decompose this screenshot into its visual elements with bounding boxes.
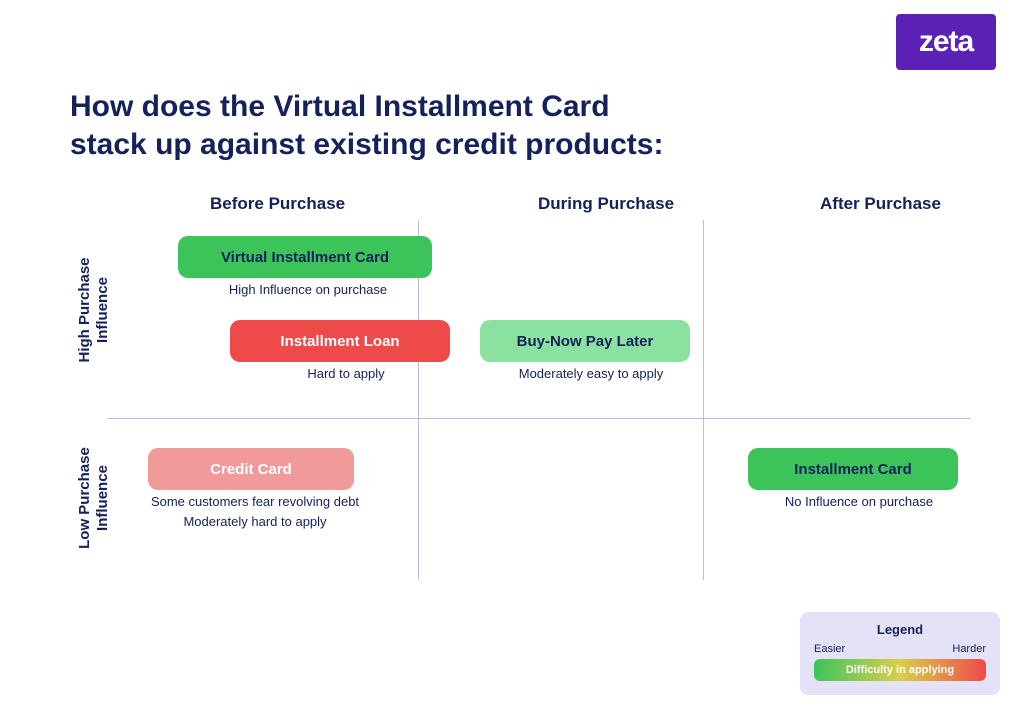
product-bnpl: Buy-Now Pay Later bbox=[480, 320, 690, 362]
row-label-high-text: High PurchaseInfluence bbox=[76, 257, 111, 362]
caption-cc-1: Some customers fear revolving debt bbox=[140, 494, 370, 509]
product-loan: Installment Loan bbox=[230, 320, 450, 362]
product-vic: Virtual Installment Card bbox=[178, 236, 432, 278]
caption-cc-2: Moderately hard to apply bbox=[170, 514, 340, 529]
row-label-low: Low PurchaseInfluence bbox=[76, 418, 112, 578]
col-header-before: Before Purchase bbox=[210, 194, 345, 214]
infographic-canvas: zeta How does the Virtual Installment Ca… bbox=[0, 0, 1024, 722]
legend: Legend Easier Harder Difficulty in apply… bbox=[800, 612, 1000, 695]
caption-vic: High Influence on purchase bbox=[218, 282, 398, 297]
legend-title: Legend bbox=[814, 622, 986, 637]
legend-harder: Harder bbox=[952, 643, 986, 655]
product-cc: Credit Card bbox=[148, 448, 354, 490]
brand-logo-text: zeta bbox=[919, 25, 973, 59]
legend-easier: Easier bbox=[814, 643, 845, 655]
legend-gradient-bar: Difficulty in applying bbox=[814, 659, 986, 681]
caption-loan: Hard to apply bbox=[296, 366, 396, 381]
title-line-1: How does the Virtual Installment Card bbox=[70, 90, 610, 123]
brand-logo: zeta bbox=[896, 14, 996, 70]
row-label-low-text: Low PurchaseInfluence bbox=[76, 447, 111, 549]
row-label-high: High PurchaseInfluence bbox=[76, 230, 112, 390]
col-header-during: During Purchase bbox=[538, 194, 674, 214]
title-line-2: stack up against existing credit product… bbox=[70, 128, 663, 161]
page-title: How does the Virtual Installment Card st… bbox=[70, 88, 663, 163]
caption-bnpl: Moderately easy to apply bbox=[506, 366, 676, 381]
col-header-after: After Purchase bbox=[820, 194, 941, 214]
caption-ic: No Influence on purchase bbox=[774, 494, 944, 509]
product-ic: Installment Card bbox=[748, 448, 958, 490]
grid-hline bbox=[108, 418, 970, 419]
legend-scale-row: Easier Harder bbox=[814, 643, 986, 655]
grid-vline-2 bbox=[703, 220, 704, 580]
